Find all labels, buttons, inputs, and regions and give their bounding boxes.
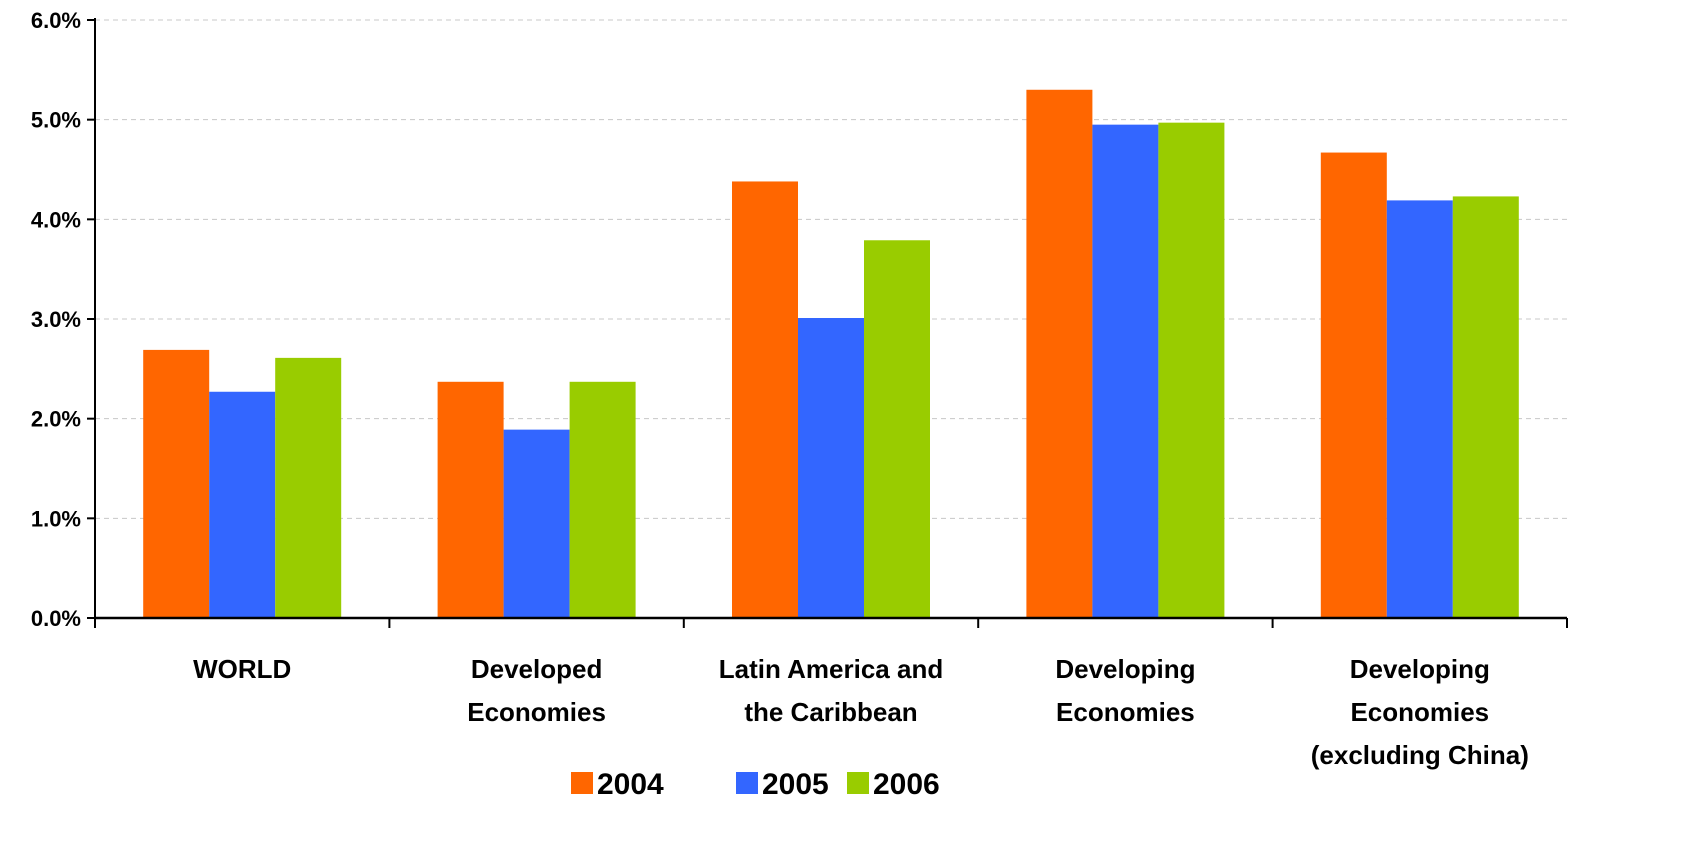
- x-category-label: (excluding China): [1311, 740, 1529, 770]
- y-tick-label: 5.0%: [31, 108, 81, 133]
- bar-2005: [503, 429, 570, 618]
- legend-swatch-2006: [847, 772, 869, 794]
- x-category-label: Developing: [1055, 654, 1195, 684]
- bar-2005: [1092, 124, 1159, 619]
- bar-2005: [1386, 200, 1453, 618]
- bar-2005: [209, 391, 276, 618]
- x-category-label: the Caribbean: [744, 697, 917, 727]
- bar-2006: [569, 381, 636, 618]
- y-tick-label: 6.0%: [31, 8, 81, 33]
- x-category-label: Economies: [467, 697, 606, 727]
- bar-2004: [1320, 152, 1387, 618]
- bar-2006: [864, 240, 930, 618]
- x-category-label: Economies: [1056, 697, 1195, 727]
- y-tick-label: 1.0%: [31, 506, 81, 531]
- x-category-label: Developed: [471, 654, 603, 684]
- legend-label: 2004: [597, 768, 664, 801]
- legend-swatch-2005: [736, 772, 758, 794]
- y-tick-label: 2.0%: [31, 407, 81, 432]
- bar-2006: [1158, 122, 1225, 618]
- y-tick-label: 3.0%: [31, 307, 81, 332]
- bar-2005: [798, 318, 864, 618]
- legend: 2004 2005 2006: [571, 768, 940, 801]
- legend-label: 2006: [873, 768, 940, 801]
- bar-2006: [275, 357, 342, 618]
- bar-2006: [1452, 196, 1519, 618]
- y-tick-labels: 0.0% 1.0% 2.0% 3.0% 4.0% 5.0% 6.0%: [31, 8, 81, 631]
- bar-2004: [437, 381, 504, 618]
- x-category-labels: WORLD Developed Economies Latin America and…: [193, 654, 1529, 770]
- x-category-label: Economies: [1350, 697, 1489, 727]
- bar-2004: [143, 349, 210, 618]
- bar-2004: [1026, 89, 1093, 619]
- axes: [87, 18, 1568, 628]
- legend-swatch-2004: [571, 772, 593, 794]
- y-tick-label: 0.0%: [31, 606, 81, 631]
- x-category-label: Developing: [1350, 654, 1490, 684]
- x-category-label: WORLD: [193, 654, 291, 684]
- bars: [143, 89, 1519, 619]
- y-tick-label: 4.0%: [31, 207, 81, 232]
- bar-2004: [732, 181, 798, 618]
- legend-label: 2005: [762, 768, 829, 801]
- x-category-label: Latin America and: [719, 654, 943, 684]
